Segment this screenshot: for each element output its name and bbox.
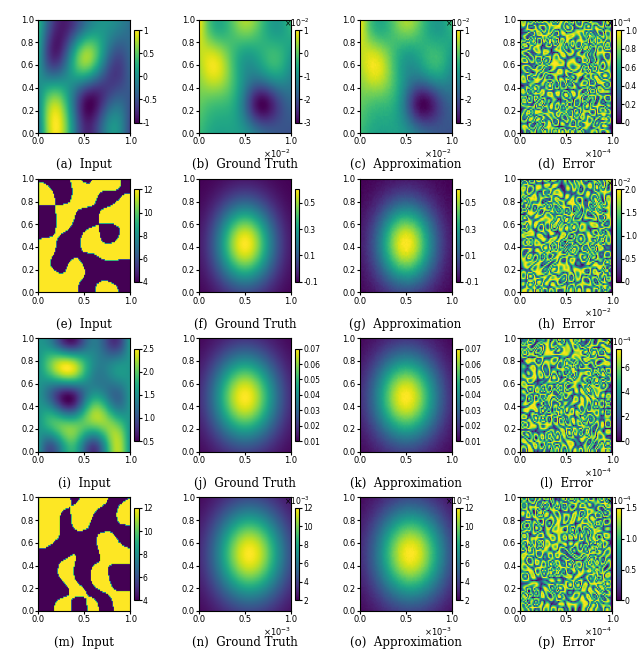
Title: $\times10^{-2}$: $\times10^{-2}$ — [605, 176, 631, 188]
Text: (e)  Input: (e) Input — [56, 317, 112, 330]
Text: (m)  Input: (m) Input — [54, 636, 114, 649]
Title: $\times10^{-2}$: $\times10^{-2}$ — [284, 17, 310, 29]
Title: $\times10^{-4}$: $\times10^{-4}$ — [605, 335, 631, 348]
X-axis label: $\times10^{-2}$: $\times10^{-2}$ — [263, 148, 291, 160]
Text: (p)  Error: (p) Error — [538, 636, 595, 649]
Text: (i)  Input: (i) Input — [58, 477, 111, 490]
Text: (b)  Ground Truth: (b) Ground Truth — [192, 158, 298, 171]
Title: $\times10^{-3}$: $\times10^{-3}$ — [445, 495, 470, 507]
Text: (d)  Error: (d) Error — [538, 158, 595, 171]
X-axis label: $\times10^{-4}$: $\times10^{-4}$ — [584, 466, 612, 478]
X-axis label: $\times10^{-4}$: $\times10^{-4}$ — [584, 625, 612, 638]
Title: $\times10^{-3}$: $\times10^{-3}$ — [284, 495, 310, 507]
Title: $\times10^{-2}$: $\times10^{-2}$ — [445, 17, 470, 29]
X-axis label: $\times10^{-3}$: $\times10^{-3}$ — [263, 625, 291, 638]
Text: (k)  Approximation: (k) Approximation — [349, 477, 461, 490]
Title: $\times10^{-4}$: $\times10^{-4}$ — [605, 17, 631, 29]
X-axis label: $\times10^{-4}$: $\times10^{-4}$ — [584, 148, 612, 160]
Text: (o)  Approximation: (o) Approximation — [349, 636, 461, 649]
X-axis label: $\times10^{-2}$: $\times10^{-2}$ — [424, 148, 451, 160]
Text: (n)  Ground Truth: (n) Ground Truth — [192, 636, 298, 649]
Text: (g)  Approximation: (g) Approximation — [349, 317, 461, 330]
Text: (l)  Error: (l) Error — [540, 477, 593, 490]
Text: (a)  Input: (a) Input — [56, 158, 112, 171]
Title: $\times10^{-4}$: $\times10^{-4}$ — [605, 495, 631, 507]
Text: (j)  Ground Truth: (j) Ground Truth — [194, 477, 296, 490]
Text: (c)  Approximation: (c) Approximation — [350, 158, 461, 171]
X-axis label: $\times10^{-2}$: $\times10^{-2}$ — [584, 307, 612, 319]
Text: (f)  Ground Truth: (f) Ground Truth — [194, 317, 296, 330]
X-axis label: $\times10^{-3}$: $\times10^{-3}$ — [424, 625, 451, 638]
Text: (h)  Error: (h) Error — [538, 317, 595, 330]
